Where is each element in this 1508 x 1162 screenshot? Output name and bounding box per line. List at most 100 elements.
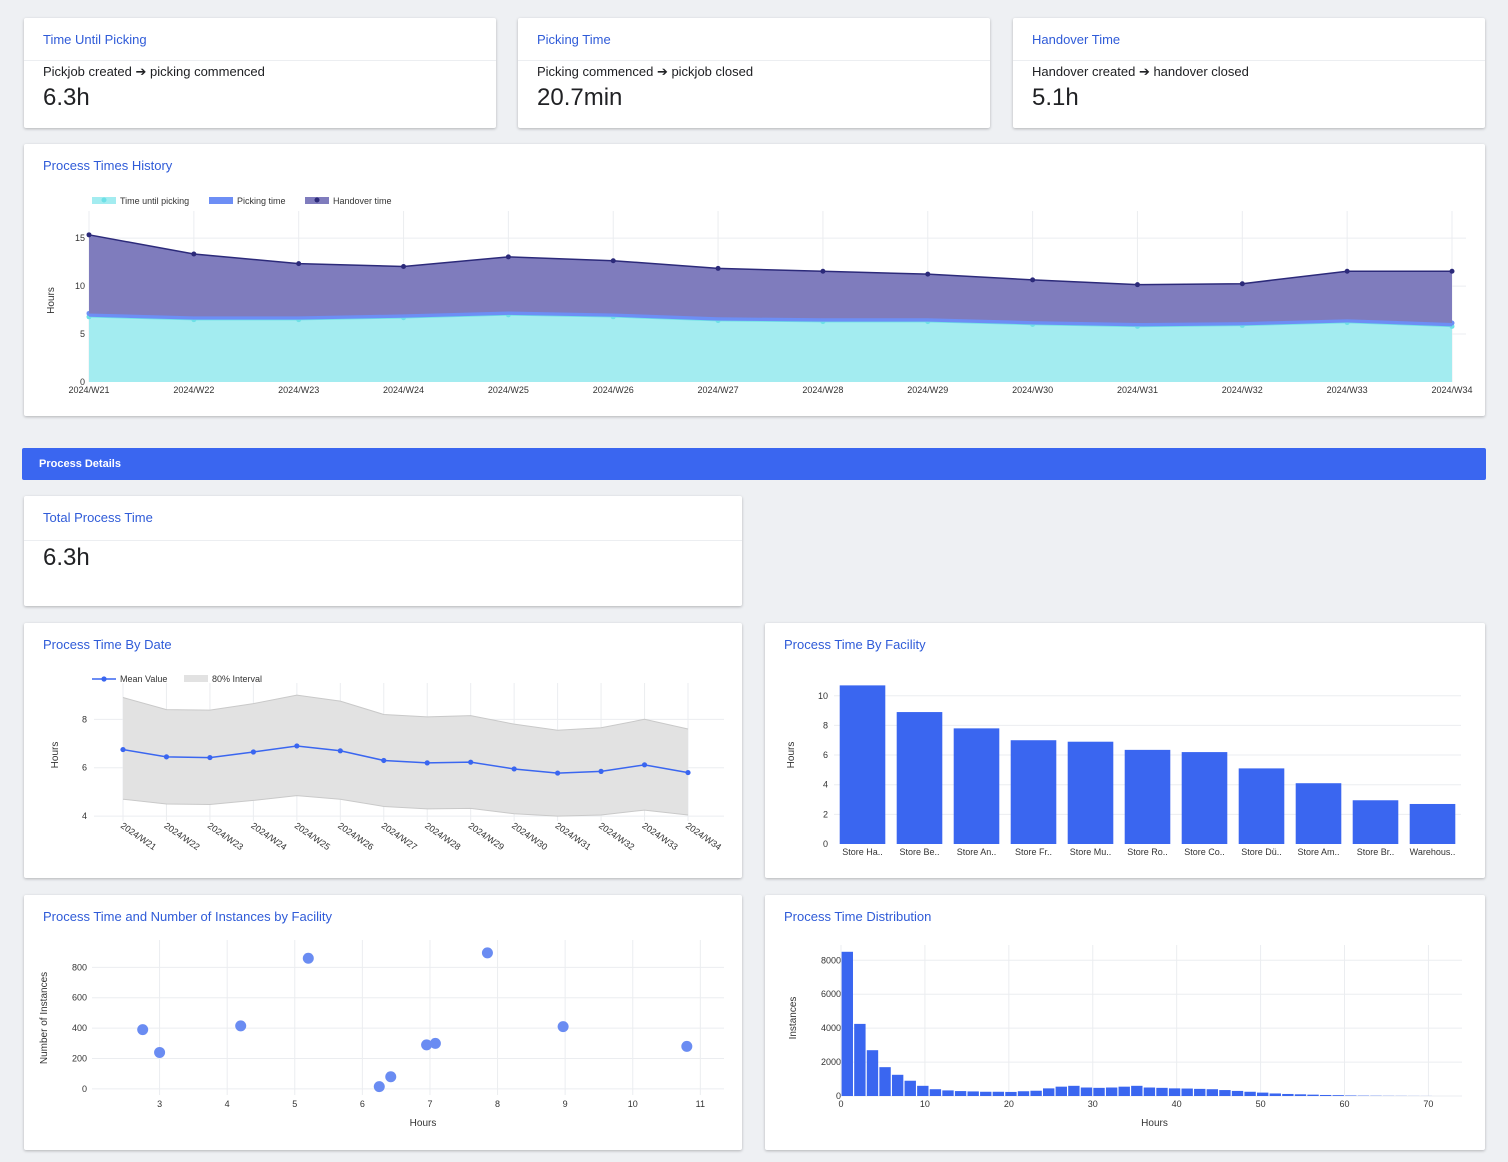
bar [1010,740,1057,844]
x-tick-label: Store Mu.. [1070,847,1112,857]
x-tick-label: 2024/W23 [278,385,319,395]
kpi-value: 20.7min [537,84,623,111]
y-tick-label: 400 [72,1023,87,1033]
x-tick-label: 2024/W30 [1012,385,1053,395]
x-tick-label: 2024/W34 [684,820,723,852]
x-tick-label: 2024/W24 [249,820,288,852]
data-point [401,263,407,269]
scatter-card: Process Time and Number of Instances by … [24,895,742,1150]
y-tick-label: 8000 [821,955,841,965]
data-point [925,271,931,277]
histogram-bar [854,1023,866,1096]
histogram-bar [1319,1094,1332,1096]
scatter-point [385,1071,397,1083]
scatter-point [429,1037,441,1049]
kpi-title: Time Until Picking [43,32,147,47]
scatter-chart[interactable]: 0 200 400 600 800 3 4 5 6 7 8 9 10 11 Hours Number of I… [24,895,742,1150]
data-point [1134,282,1140,288]
area-time-until-picking-line [88,314,1453,328]
legend-marker [101,197,107,203]
legend-marker [101,676,107,682]
bar [1124,749,1171,844]
data-point [207,754,213,761]
legend-label: Time until picking [120,196,189,206]
bar [896,712,943,844]
scatter-point [373,1081,385,1093]
scatter-point [154,1046,166,1058]
x-tick-label: 2024/W34 [1431,385,1472,395]
data-point [715,265,721,271]
data-point [120,746,126,753]
histogram-bar [891,1074,904,1096]
x-axis-label: Hours [410,1118,437,1129]
x-tick-label: 2024/W32 [597,820,636,852]
histogram-bar [1256,1092,1269,1096]
distribution-card: Process Time Distribution 0 2000 4000 6000 8… [765,895,1485,1150]
scatter-point [137,1024,149,1036]
histogram-bar [1181,1088,1193,1096]
by-facility-title: Process Time By Facility [784,637,926,652]
x-tick-label: Store An.. [957,847,997,857]
histogram-bar [1131,1085,1143,1096]
scatter-point [235,1020,247,1032]
x-tick-label: 8 [495,1099,500,1109]
histogram-bar [866,1050,879,1096]
interval-band [123,695,688,817]
histogram-bar [1156,1087,1168,1096]
bar [1181,752,1228,844]
y-tick-label: 4 [823,780,828,790]
kpi-subtitle: Pickjob created ➔ picking commenced [43,64,265,79]
bar [1352,800,1399,844]
x-tick-label: Store Ro.. [1127,847,1168,857]
data-point [598,768,604,774]
x-tick-label: 2024/W21 [68,385,109,395]
x-tick-label: 10 [628,1099,638,1109]
histogram-bar [929,1089,942,1096]
histogram-bar [942,1090,954,1096]
x-tick-label: 2024/W27 [698,385,739,395]
kpi-value: 6.3h [43,84,90,111]
data-point [191,251,197,257]
histogram-bar [1345,1095,1357,1096]
scatter-point [302,952,314,964]
data-point [86,232,92,238]
y-tick-label: 6000 [821,989,841,999]
legend-marker [314,197,320,203]
x-tick-label: 2024/W31 [553,820,592,852]
x-tick-label: 2024/W21 [119,820,158,852]
x-tick-label: Store Dü.. [1241,847,1282,857]
y-tick-label: 0 [823,839,828,849]
kpi-title: Picking Time [537,32,611,47]
x-tick-label: 7 [427,1099,432,1109]
data-point [1239,281,1245,287]
x-tick-label: Store Be.. [899,847,939,857]
mean-line [122,745,689,774]
histogram-bar [1219,1090,1231,1096]
legend-swatch [184,675,208,682]
kpi-subtitle: Handover created ➔ handover closed [1032,64,1249,79]
histogram-bar [1307,1094,1319,1096]
distribution-chart[interactable]: 0 2000 4000 6000 8000 0 10 20 30 40 50 60 70 Hours Ins… [765,895,1485,1150]
x-tick-label: 2024/W33 [1327,385,1368,395]
x-tick-label: 2024/W23 [206,820,245,852]
total-title: Total Process Time [43,510,153,525]
histogram-bar [1244,1091,1256,1096]
by-date-title: Process Time By Date [43,637,172,652]
x-tick-label: 2024/W29 [907,385,948,395]
legend-label: 80% Interval [212,674,262,684]
by-facility-chart[interactable]: 0 2 4 6 8 10 Hours Store Ha.. Store Be.. Store An… [765,623,1485,878]
x-tick-label: 2024/W22 [162,820,201,852]
y-axis-label: Hours [46,287,57,314]
histogram-bar [904,1080,916,1096]
kpi-value: 5.1h [1032,84,1079,111]
histogram-bar [1194,1088,1206,1096]
bar [1295,783,1342,844]
by-date-card: Process Time By Date 4 6 8 2024/W21 2024/W22… [24,623,742,878]
scatter-title: Process Time and Number of Instances by … [43,909,333,924]
history-chart[interactable]: 0 5 10 15 2024/W21 2024/W22 2024/W23 2024/W24 20… [24,144,1485,416]
data-point [685,769,691,776]
x-tick-label: 60 [1340,1099,1350,1109]
kpi-card-handover-time: Handover Time Handover created ➔ handove… [1013,18,1485,128]
data-point [1030,277,1036,283]
